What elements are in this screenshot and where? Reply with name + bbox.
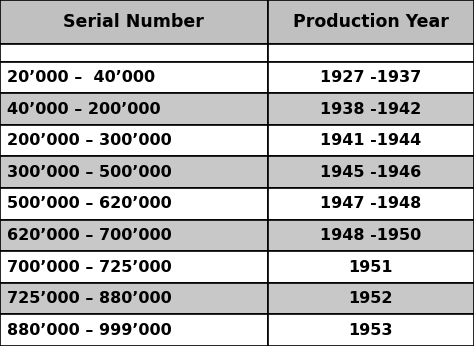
Bar [268, 44, 474, 62]
Text: 1948 -1950: 1948 -1950 [320, 228, 421, 243]
Text: 725’000 – 880’000: 725’000 – 880’000 [7, 291, 172, 306]
Text: 20’000 –  40’000: 20’000 – 40’000 [7, 70, 155, 85]
Bar [268, 283, 474, 315]
Bar [0, 220, 268, 251]
Bar [268, 125, 474, 156]
Text: Serial Number: Serial Number [64, 13, 204, 31]
Text: 1938 -1942: 1938 -1942 [320, 101, 421, 117]
Bar [268, 93, 474, 125]
Text: 1947 -1948: 1947 -1948 [320, 196, 421, 211]
Text: 620’000 – 700’000: 620’000 – 700’000 [7, 228, 172, 243]
Text: 200’000 – 300’000: 200’000 – 300’000 [7, 133, 172, 148]
Bar [0, 44, 268, 62]
Text: 1941 -1944: 1941 -1944 [320, 133, 421, 148]
Bar [0, 156, 268, 188]
Bar [268, 0, 474, 44]
Text: 300’000 – 500’000: 300’000 – 500’000 [7, 165, 172, 180]
Text: Production Year: Production Year [293, 13, 449, 31]
Text: 700’000 – 725’000: 700’000 – 725’000 [7, 260, 172, 274]
Bar [268, 156, 474, 188]
Bar [0, 125, 268, 156]
Bar [268, 251, 474, 283]
Bar [0, 251, 268, 283]
Bar [0, 315, 268, 346]
Bar [268, 220, 474, 251]
Bar [0, 188, 268, 220]
Text: 500’000 – 620’000: 500’000 – 620’000 [7, 196, 172, 211]
Bar [268, 315, 474, 346]
Bar [0, 62, 268, 93]
Text: 1953: 1953 [349, 323, 393, 338]
Bar [0, 0, 268, 44]
Text: 1951: 1951 [349, 260, 393, 274]
Text: 1945 -1946: 1945 -1946 [320, 165, 421, 180]
Bar [268, 62, 474, 93]
Bar [268, 188, 474, 220]
Text: 880’000 – 999’000: 880’000 – 999’000 [7, 323, 172, 338]
Bar [0, 93, 268, 125]
Text: 1952: 1952 [349, 291, 393, 306]
Bar [0, 283, 268, 315]
Text: 1927 -1937: 1927 -1937 [320, 70, 421, 85]
Text: 40’000 – 200’000: 40’000 – 200’000 [7, 101, 161, 117]
